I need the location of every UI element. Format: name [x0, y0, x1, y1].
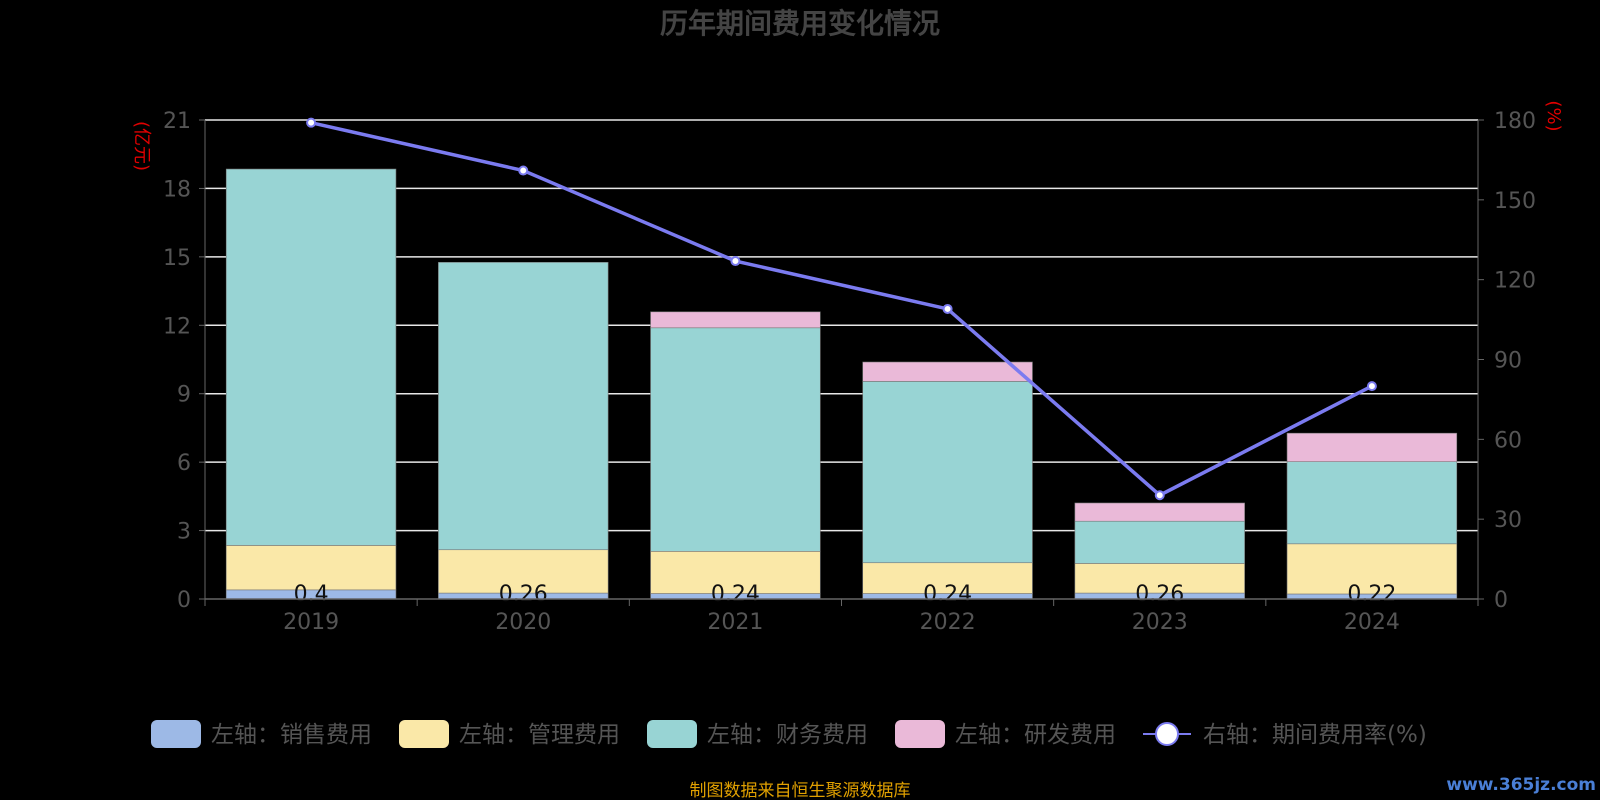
right-tick-label: 0 [1494, 588, 1508, 613]
left-tick-label: 12 [163, 314, 191, 339]
bar-value-label: 0.26 [499, 582, 548, 607]
right-tick-label: 60 [1494, 428, 1522, 453]
legend-swatch [399, 720, 449, 748]
bar-segment [650, 327, 821, 552]
legend-label: 右轴：期间费用率(%) [1203, 722, 1427, 748]
x-tick-label: 2021 [707, 610, 763, 635]
axes: 0 3 6 9 12 15 18 21 0 30 60 90 120 150 180 2019 2020 2021… [163, 109, 1536, 635]
bar-segment [1286, 461, 1458, 545]
right-tick-label: 180 [1494, 109, 1536, 134]
line-path [310, 120, 1373, 498]
left-tick-label: 21 [163, 109, 191, 134]
line-point [306, 117, 317, 128]
expense-rate-line [306, 117, 1377, 501]
right-tick-label: 30 [1494, 508, 1522, 533]
legend-label: 左轴：销售费用 [211, 722, 372, 748]
bar-value-label: 0.22 [1347, 582, 1396, 607]
left-tick-label: 0 [177, 588, 191, 613]
bar-segment [650, 311, 821, 329]
line-point [942, 303, 953, 314]
bar-segment [862, 361, 1033, 382]
source-note: 制图数据来自恒生聚源数据库 [690, 781, 911, 800]
legend-swatch [895, 720, 945, 748]
x-tick-label: 2023 [1132, 610, 1188, 635]
line-point [1366, 381, 1377, 392]
bar-value-label: 0.24 [923, 582, 972, 607]
line-point [730, 256, 741, 267]
bar-segment [862, 381, 1033, 564]
bar-value-label: 0.24 [711, 582, 760, 607]
right-tick-label: 150 [1494, 189, 1536, 214]
chart-title: 历年期间费用变化情况 [660, 7, 940, 40]
bar-segment [438, 262, 609, 551]
line-point [1154, 490, 1165, 501]
bar-segment [1074, 502, 1245, 522]
left-tick-label: 9 [177, 383, 191, 408]
bars [225, 168, 1458, 600]
bar-segment [1286, 543, 1458, 595]
bar-value-label: 0.4 [294, 582, 329, 607]
line-point [518, 165, 529, 176]
bar-segment [438, 549, 609, 594]
x-tick-label: 2024 [1344, 610, 1400, 635]
legend-label: 左轴：研发费用 [955, 722, 1116, 748]
legend: 左轴：销售费用 左轴：管理费用 左轴：财务费用 左轴：研发费用 右轴：期间费用率(%) [151, 720, 1427, 748]
left-tick-label: 18 [163, 177, 191, 202]
bar-value-label: 0.26 [1135, 582, 1184, 607]
bar-segment [1074, 520, 1245, 564]
legend-swatch-marker [1155, 722, 1179, 746]
legend-swatch [647, 720, 697, 748]
bar-labels: 0.4 0.26 0.24 0.24 0.26 0.22 [294, 582, 1397, 607]
legend-label: 左轴：管理费用 [459, 722, 620, 748]
bar-segment [1286, 432, 1458, 462]
left-tick-label: 15 [163, 246, 191, 271]
left-tick-label: 6 [177, 451, 191, 476]
legend-swatch [151, 720, 201, 748]
right-axis-unit: (%) [1543, 100, 1564, 131]
legend-label: 左轴：财务费用 [707, 722, 868, 748]
x-tick-label: 2020 [495, 610, 551, 635]
right-tick-label: 90 [1494, 349, 1522, 374]
left-tick-label: 3 [177, 520, 191, 545]
gridlines [205, 119, 1478, 532]
left-axis-unit: (亿元) [131, 121, 152, 171]
watermark: www.365jz.com [1446, 775, 1596, 795]
right-tick-label: 120 [1494, 269, 1536, 294]
bar-segment [225, 168, 397, 546]
x-tick-label: 2022 [920, 610, 976, 635]
x-tick-label: 2019 [283, 610, 339, 635]
